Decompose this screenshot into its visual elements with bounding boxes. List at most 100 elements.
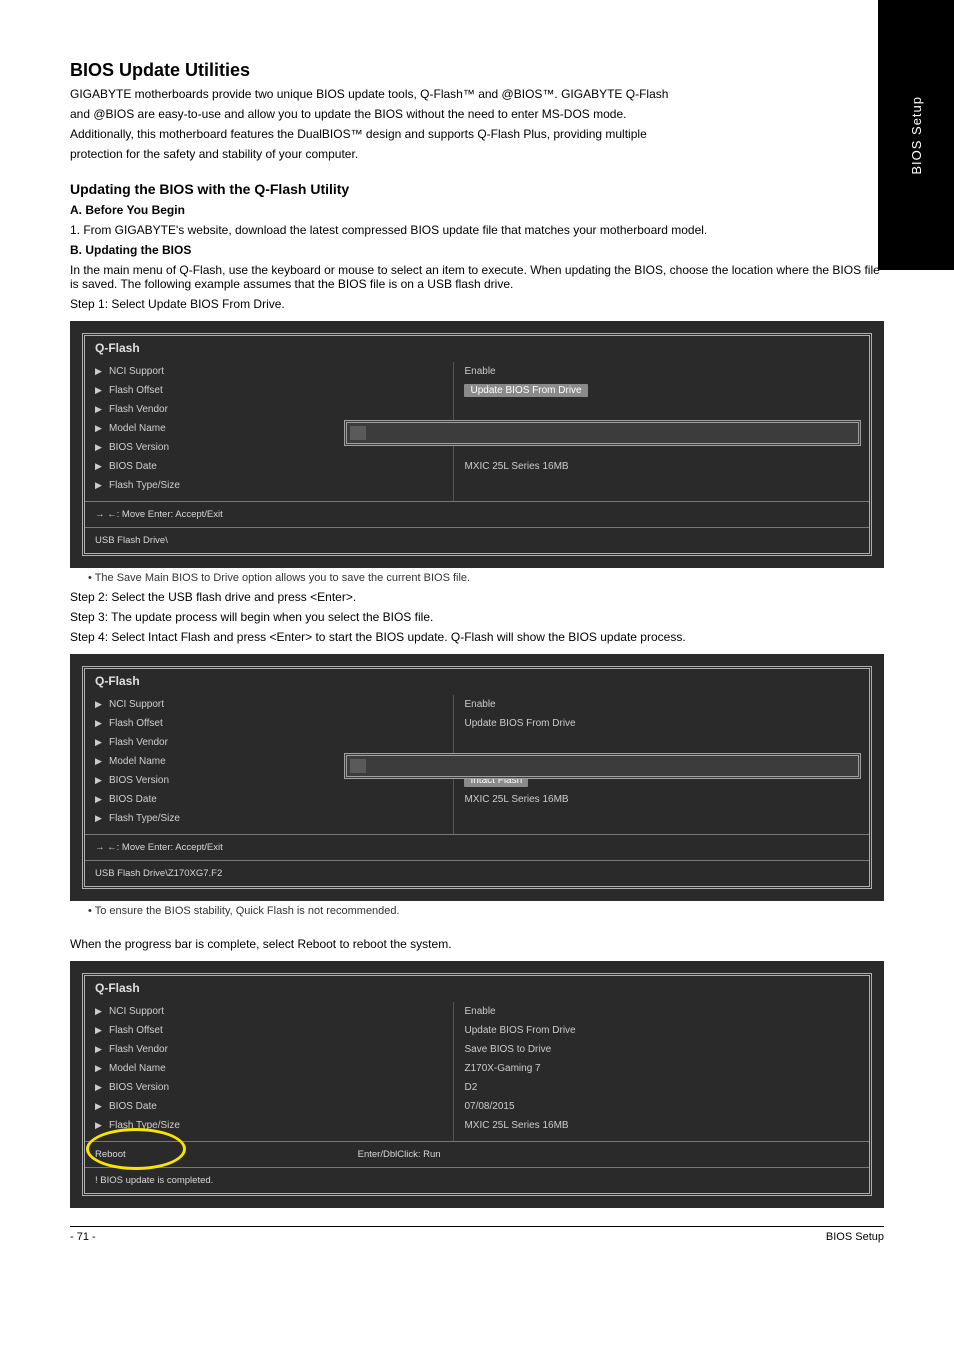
arrow-icon: ▶ [95,480,109,491]
menu-row[interactable]: ▶Flash Vendor [95,1040,453,1059]
arrow-icon: ▶ [95,1063,109,1074]
arrow-icon: ▶ [95,385,109,396]
footer-right: BIOS Setup [826,1231,884,1243]
section-title: BIOS Update Utilities [70,60,884,81]
panel-body: ▶NCI Support ▶Flash Offset ▶Flash Vendor… [85,362,869,501]
arrow-icon: ▶ [95,737,109,748]
step-1: Step 1: Select Update BIOS From Drive. [70,297,884,311]
qflash-panel-2: Q-Flash ▶NCI Support ▶Flash Offset ▶Flas… [70,654,884,901]
arrow-icon: ▶ [95,756,109,767]
right-row: Enable [464,1002,861,1021]
progress-fill [350,759,365,773]
step-2: Step 2: Select the USB flash drive and p… [70,590,884,604]
msg-bar: Reboot Enter/DblClick: Run [85,1141,869,1167]
subsection-title: Updating the BIOS with the Q-Flash Utili… [70,181,884,197]
arrow-icon: ▶ [95,699,109,710]
page: BIOS Setup BIOS Update Utilities GIGABYT… [0,0,954,1354]
panel3-after: When the progress bar is complete, selec… [70,937,884,951]
menu-left: ▶NCI Support ▶Flash Offset ▶Flash Vendor… [85,1002,453,1141]
panel-body: ▶NCI Support ▶Flash Offset ▶Flash Vendor… [85,1002,869,1141]
page-number: - 71 - [70,1231,96,1243]
panel-body: ▶NCI Support ▶Flash Offset ▶Flash Vendor… [85,695,869,834]
side-tab-label: BIOS Setup [909,96,924,175]
right-row: 07/08/2015 [464,1097,861,1116]
footer: - 71 - BIOS Setup [70,1226,884,1243]
right-row [464,733,861,752]
menu-row[interactable]: ▶NCI Support [95,1002,453,1021]
right-row: MXIC 25L Series 16MB [464,457,861,476]
arrow-icon: ▶ [95,1120,109,1131]
menu-row[interactable]: ▶Flash Vendor [95,733,453,752]
menu-row[interactable]: ▶Flash Vendor [95,400,453,419]
menu-right: Enable Update BIOS From Drive Intact Fla… [453,695,869,834]
right-row: D2 [464,1078,861,1097]
right-row: Enable [464,362,861,381]
arrow-icon: ▶ [95,1006,109,1017]
qflash-panel-1: Q-Flash ▶NCI Support ▶Flash Offset ▶Flas… [70,321,884,568]
msg-bar: → ←: Move Enter: Accept/Exit [85,834,869,860]
menu-row[interactable]: ▶Model Name [95,1059,453,1078]
hl-update-bios[interactable]: Update BIOS From Drive [464,384,587,397]
right-row: MXIC 25L Series 16MB [464,1116,861,1135]
menu-row[interactable]: ▶NCI Support [95,695,453,714]
right-row: MXIC 25L Series 16MB [464,790,861,809]
menu-row[interactable]: ▶BIOS Date [95,790,453,809]
path-bar: ! BIOS update is completed. [85,1167,869,1193]
panel-frame: Q-Flash ▶NCI Support ▶Flash Offset ▶Flas… [82,666,872,889]
panel-title: Q-Flash [85,976,869,1002]
arrow-icon: ▶ [95,813,109,824]
intro-3: Additionally, this motherboard features … [70,127,884,141]
menu-row[interactable]: ▶BIOS Date [95,457,453,476]
arrow-icon: ▶ [95,775,109,786]
progress-box [344,753,861,779]
right-row[interactable]: Update BIOS From Drive [464,381,861,400]
menu-row[interactable]: ▶Flash Offset [95,1021,453,1040]
arrow-icon: ▶ [95,1025,109,1036]
arrow-icon: ▶ [95,1101,109,1112]
menu-row[interactable]: ▶BIOS Date [95,1097,453,1116]
progress-fill [350,426,365,440]
menu-row[interactable]: ▶Flash Type/Size [95,809,453,828]
right-row: Update BIOS From Drive [464,1021,861,1040]
step-4: Step 4: Select Intact Flash and press <E… [70,630,884,644]
arrow-icon: ▶ [95,1082,109,1093]
step-3: Step 3: The update process will begin wh… [70,610,884,624]
step-a: A. Before You Begin [70,203,185,217]
step-4-sub: • To ensure the BIOS stability, Quick Fl… [88,905,884,917]
step-a-text: 1. From GIGABYTE's website, download the… [70,223,884,237]
progress-box [344,420,861,446]
panel-frame: Q-Flash ▶NCI Support ▶Flash Offset ▶Flas… [82,333,872,556]
arrow-icon: ▶ [95,461,109,472]
arrow-icon: ▶ [95,423,109,434]
arrow-icon: ▶ [95,442,109,453]
menu-row[interactable]: ▶Flash Offset [95,714,453,733]
side-tab: BIOS Setup [878,0,954,270]
intro-2: and @BIOS are easy-to-use and allow you … [70,107,884,121]
menu-row[interactable]: ▶NCI Support [95,362,453,381]
reboot-label[interactable]: Reboot [95,1149,175,1160]
arrow-icon: ▶ [95,366,109,377]
right-row: Z170X-Gaming 7 [464,1059,861,1078]
arrow-icon: ▶ [95,404,109,415]
menu-row[interactable]: ▶Flash Type/Size [95,476,453,495]
path-bar: USB Flash Drive\ [85,527,869,553]
arrow-icon: ▶ [95,1044,109,1055]
msg-bar: → ←: Move Enter: Accept/Exit [85,501,869,527]
menu-right: Enable Update BIOS From Drive MXIC 25L S… [453,362,869,501]
menu-row[interactable]: ▶Flash Offset [95,381,453,400]
panel-title: Q-Flash [85,669,869,695]
step-1-sub: • The Save Main BIOS to Drive option all… [88,572,884,584]
arrow-icon: ▶ [95,794,109,805]
qflash-panel-3: Q-Flash ▶NCI Support ▶Flash Offset ▶Flas… [70,961,884,1208]
menu-right: Enable Update BIOS From Drive Save BIOS … [453,1002,869,1141]
arrow-icon: ▶ [95,718,109,729]
menu-row[interactable]: ▶Flash Type/Size [95,1116,453,1135]
menu-row[interactable]: ▶BIOS Version [95,1078,453,1097]
step-b: B. Updating the BIOS [70,243,191,257]
right-row: Update BIOS From Drive [464,714,861,733]
right-row: Enable [464,695,861,714]
intro-1: GIGABYTE motherboards provide two unique… [70,87,884,101]
intro-4: protection for the safety and stability … [70,147,884,161]
right-row: Save BIOS to Drive [464,1040,861,1059]
panel-title: Q-Flash [85,336,869,362]
